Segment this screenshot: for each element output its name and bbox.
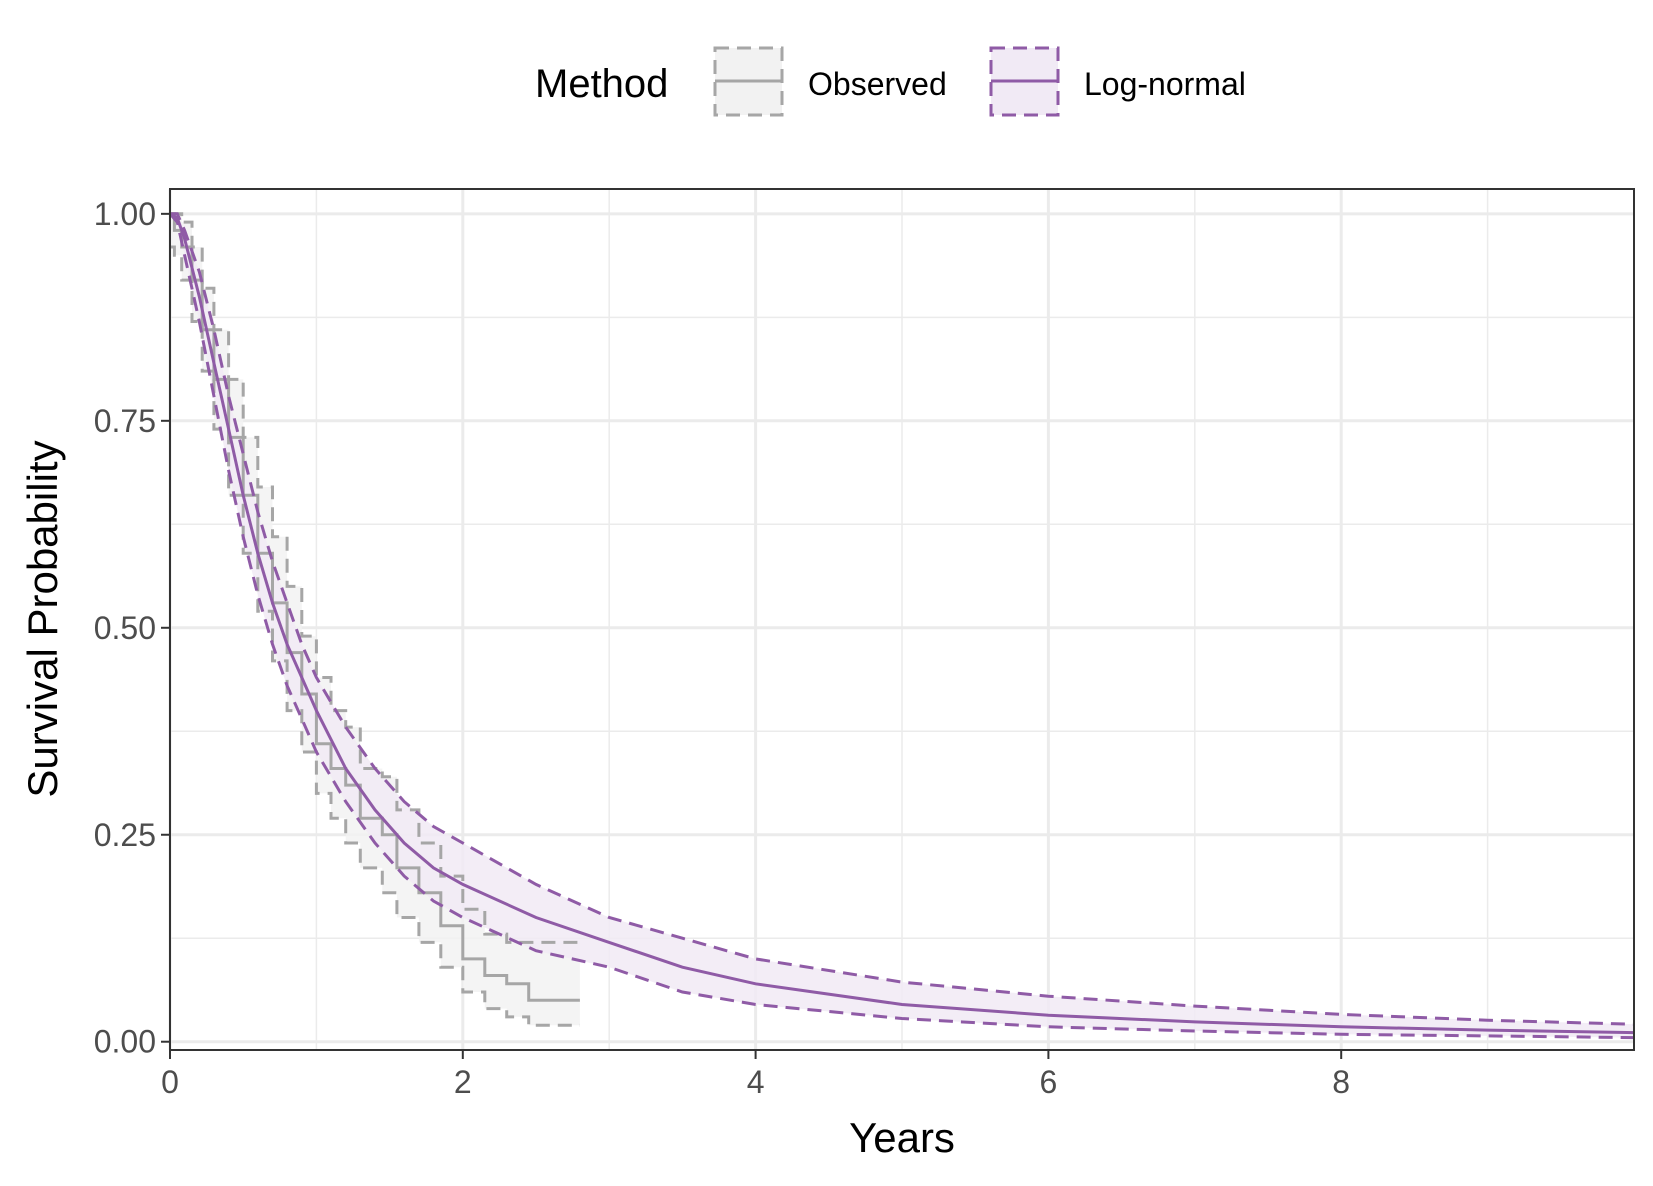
series-lines bbox=[168, 212, 1635, 1040]
observed-lower-bound-line bbox=[170, 245, 580, 1027]
log-normal-estimate-line bbox=[169, 212, 1635, 1035]
legend-label-observed: Observed bbox=[808, 66, 947, 102]
x-tick-label: 8 bbox=[1332, 1064, 1350, 1100]
legend-key-observed bbox=[713, 46, 784, 117]
legend-key-log-normal bbox=[989, 46, 1060, 117]
log-normal-upper-bound-line bbox=[170, 212, 1635, 1026]
y-tick-label: 0.75 bbox=[94, 403, 156, 439]
y-axis-title: Survival Probability bbox=[19, 440, 66, 797]
legend: Method Observed Log-normal bbox=[535, 46, 1246, 117]
y-tick-label: 1.00 bbox=[94, 196, 156, 232]
confidence-bands bbox=[170, 213, 1634, 1038]
y-tick-label: 0.00 bbox=[94, 1024, 156, 1060]
x-tick-label: 6 bbox=[1040, 1064, 1058, 1100]
grid bbox=[168, 189, 1634, 1050]
x-tick-label: 4 bbox=[747, 1064, 765, 1100]
y-tick-label: 0.25 bbox=[94, 817, 156, 853]
legend-label-log-normal: Log-normal bbox=[1084, 66, 1246, 102]
panel-border bbox=[169, 188, 1635, 1051]
legend-title: Method bbox=[535, 62, 668, 106]
x-tick-label: 2 bbox=[454, 1064, 472, 1100]
x-tick-label: 0 bbox=[161, 1064, 179, 1100]
y-tick-label: 0.50 bbox=[94, 610, 156, 646]
axes: 0 2 4 6 8 0.00 0.25 0.50 0.75 1.00 bbox=[94, 196, 1350, 1100]
log-normal-lower-bound-line bbox=[168, 212, 1635, 1040]
observed-upper-bound-line bbox=[170, 212, 580, 944]
x-axis-title: Years bbox=[849, 1114, 955, 1161]
observed-estimate-line bbox=[170, 212, 580, 1002]
